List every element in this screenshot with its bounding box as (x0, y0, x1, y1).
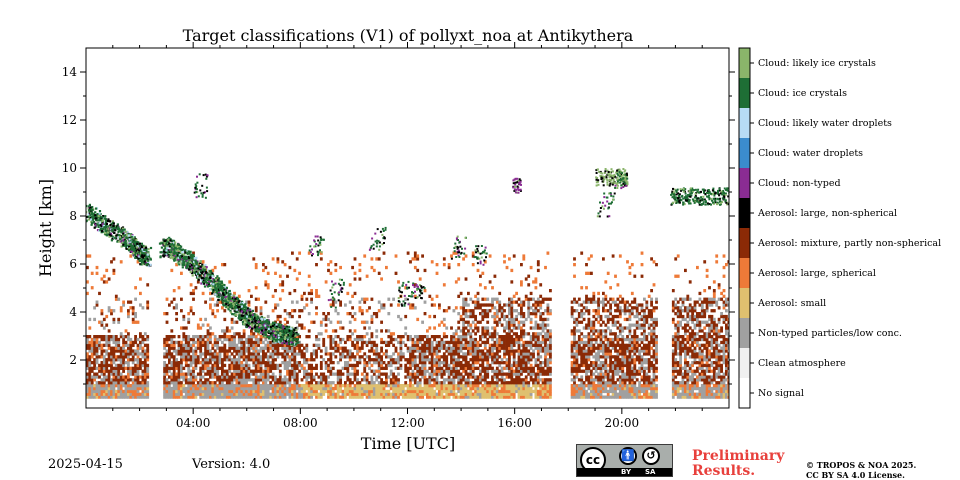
y-tick-label-6: 14 (62, 65, 78, 79)
chart-title: Target classifications (V1) of pollyxt_n… (183, 26, 634, 45)
y-tick-label-1: 4 (69, 305, 77, 319)
colorbar-label-5: Aerosol: mixture, partly non-spherical (757, 238, 941, 249)
y-tick-label-2: 6 (69, 257, 77, 271)
colorbar-swatch-10 (739, 78, 750, 108)
colorbar-swatch-2 (739, 318, 750, 348)
preliminary-line2: Results. (692, 463, 756, 479)
y-tick-label-5: 12 (62, 113, 77, 127)
x-tick-label-0: 04:00 (176, 416, 211, 430)
colorbar-label-10: Cloud: ice crystals (758, 88, 847, 99)
colorbar-swatch-1 (739, 348, 750, 378)
by-attribution-icon: 🚹 (619, 447, 637, 465)
sa-label: SA (645, 468, 656, 476)
colorbar-label-2: Non-typed particles/low conc. (758, 328, 902, 339)
colorbar-label-0: No signal (758, 388, 804, 399)
colorbar: No signal Clean atmosphere Non-typed parti… (738, 47, 941, 409)
colorbar-label-1: Clean atmosphere (758, 358, 846, 369)
colorbar-label-6: Aerosol: large, non-spherical (757, 208, 897, 219)
colorbar-label-8: Cloud: water droplets (758, 148, 863, 159)
colorbar-swatch-3 (739, 288, 750, 318)
sa-share-alike-icon: ↺ (642, 447, 660, 465)
colorbar-swatch-9 (739, 108, 750, 138)
colorbar-swatch-5 (739, 228, 750, 258)
colorbar-swatch-6 (739, 198, 750, 228)
x-tick-label-1: 08:00 (283, 416, 318, 430)
colorbar-swatch-11 (739, 48, 750, 78)
preliminary-line1: Preliminary (692, 448, 785, 464)
colorbar-label-11: Cloud: likely ice crystals (758, 58, 876, 69)
colorbar-swatch-4 (739, 258, 750, 288)
colorbar-swatch-0 (739, 378, 750, 408)
colorbar-label-9: Cloud: likely water droplets (758, 118, 892, 129)
colorbar-label-3: Aerosol: small (757, 298, 826, 309)
date-label: 2025-04-15 (48, 457, 123, 472)
colorbar-label-7: Cloud: non-typed (758, 178, 841, 189)
x-tick-label-3: 16:00 (497, 416, 532, 430)
copyright-line1: © TROPOS & NOA 2025. (806, 460, 917, 470)
y-tick-label-3: 8 (69, 209, 77, 223)
version-label: Version: 4.0 (192, 457, 271, 472)
copyright-notice: © TROPOS & NOA 2025. CC BY SA 4.0 Licens… (806, 460, 916, 480)
colorbar-swatch-8 (739, 138, 750, 168)
colorbar-label-4: Aerosol: large, spherical (757, 268, 876, 279)
axes: 04:00 08:00 12:00 16:00 20:00 2 4 6 8 10 12 14 (62, 42, 735, 430)
y-tick-label-0: 2 (69, 353, 77, 367)
plot-area (86, 48, 729, 408)
preliminary-notice: Preliminary Results. (692, 449, 784, 479)
x-tick-label-4: 20:00 (605, 416, 640, 430)
y-tick-label-4: 10 (62, 161, 77, 175)
by-label: BY (621, 468, 632, 476)
x-axis-label: Time [UTC] (361, 434, 455, 453)
colorbar-swatch-7 (739, 168, 750, 198)
cc-by-sa-icon: cc 🚹 ↺ BY SA (576, 444, 673, 477)
x-tick-label-2: 12:00 (390, 416, 425, 430)
classification-cells (86, 168, 729, 399)
colorbar-frame (738, 47, 751, 409)
copyright-line2: CC BY SA 4.0 License. (806, 470, 905, 480)
y-axis-label: Height [km] (36, 179, 55, 277)
